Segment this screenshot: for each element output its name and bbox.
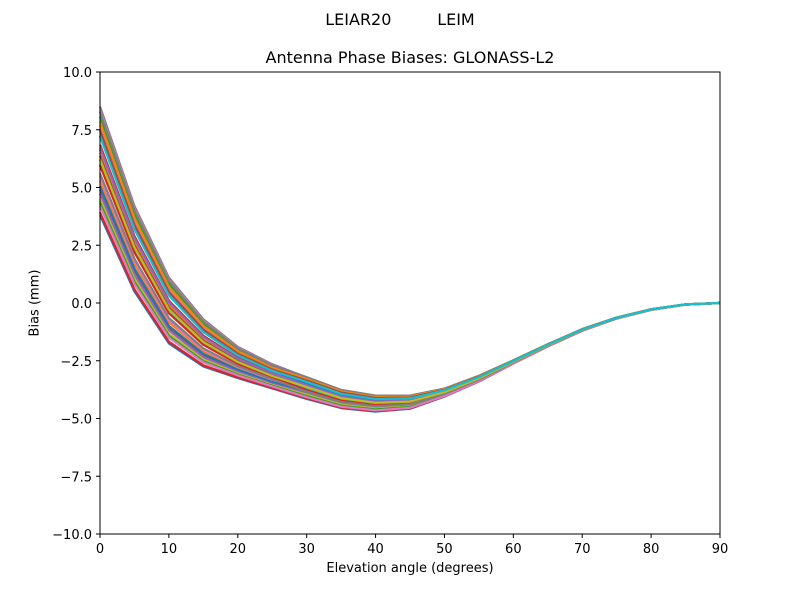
axes-frame xyxy=(99,71,721,535)
data-series-line xyxy=(98,193,721,409)
y-tick-label: 10.0 xyxy=(63,66,92,81)
data-series-line xyxy=(98,159,721,406)
x-tick-label: 30 xyxy=(298,542,315,557)
x-tick-label: 40 xyxy=(367,542,384,557)
figure-suptitle: LEIAR20 LEIM xyxy=(325,10,475,29)
data-series-line xyxy=(98,144,721,402)
data-series-line xyxy=(98,179,721,409)
x-tick-label: 0 xyxy=(96,542,104,557)
x-tick-label: 10 xyxy=(161,542,178,557)
data-series-line xyxy=(98,175,721,407)
x-tick-label: 50 xyxy=(436,542,453,557)
y-tick-label: −7.5 xyxy=(60,470,92,485)
data-series-line xyxy=(98,164,721,405)
y-tick-label: −10.0 xyxy=(52,528,92,543)
x-tick-label: 90 xyxy=(712,542,729,557)
data-series-line xyxy=(98,165,721,407)
data-series-line xyxy=(98,152,721,404)
x-tick-label: 20 xyxy=(230,542,247,557)
y-tick-label: −2.5 xyxy=(60,355,92,370)
data-series-line xyxy=(98,172,721,408)
data-series-line xyxy=(98,135,721,401)
data-series-line xyxy=(98,198,721,410)
x-tick-label: 60 xyxy=(505,542,522,557)
y-axis-ticks: 10.0 7.5 5.0 2.5 0.0 −2.5 −5.0 −7.5 −10.0 xyxy=(52,66,100,543)
chart-title: Antenna Phase Biases: GLONASS-L2 xyxy=(265,48,555,67)
x-axis-ticks: 0 10 20 30 40 50 60 70 80 90 xyxy=(96,534,728,557)
y-tick-label: −5.0 xyxy=(60,413,92,428)
x-axis-label: Elevation angle (degrees) xyxy=(326,561,494,576)
data-series-line xyxy=(98,189,721,410)
data-series-line xyxy=(98,149,721,403)
y-tick-label: 5.0 xyxy=(71,182,92,197)
data-series-line xyxy=(98,185,721,408)
data-series-group xyxy=(98,106,721,413)
data-series-line xyxy=(98,147,721,403)
data-series-line xyxy=(98,158,721,404)
y-tick-label: 7.5 xyxy=(71,124,92,139)
x-tick-label: 70 xyxy=(574,542,591,557)
y-tick-label: 2.5 xyxy=(71,239,92,254)
data-series-line xyxy=(98,155,721,405)
y-tick-label: 0.0 xyxy=(71,297,92,312)
x-tick-label: 80 xyxy=(643,542,660,557)
